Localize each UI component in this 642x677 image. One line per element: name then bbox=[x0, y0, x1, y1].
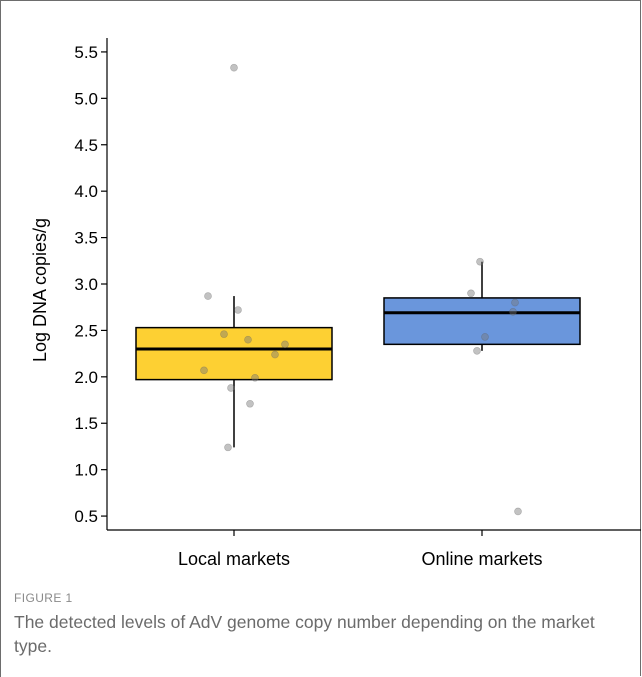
data-point bbox=[244, 335, 252, 344]
box bbox=[135, 326, 333, 381]
data-point bbox=[481, 333, 489, 341]
box-plot: 0.5 1.0 1.5 2.0 2.5 3.0 3.5 4.0 4.5 5.0 5.5 Local m… bbox=[30, 38, 641, 569]
x-tick-label: Online markets bbox=[421, 549, 542, 569]
boxes bbox=[135, 261, 581, 448]
data-point bbox=[224, 443, 232, 452]
y-tick-label: 2.0 bbox=[74, 368, 98, 387]
data-point bbox=[220, 330, 228, 338]
y-tick-label: 4.5 bbox=[74, 136, 98, 155]
box bbox=[383, 297, 581, 346]
y-tick-label: 1.0 bbox=[74, 461, 98, 480]
data-point bbox=[246, 399, 254, 408]
data-point bbox=[281, 340, 289, 349]
x-tick-label: Local markets bbox=[178, 549, 290, 569]
figure-caption: The detected levels of AdV genome copy n… bbox=[14, 612, 595, 656]
figure-left-rule bbox=[0, 0, 1, 677]
y-tick-label: 5.5 bbox=[74, 43, 98, 62]
figure-label: FIGURE 1 bbox=[14, 591, 73, 605]
y-tick-label: 3.5 bbox=[74, 229, 98, 248]
data-point bbox=[467, 289, 475, 298]
data-point bbox=[227, 384, 235, 392]
data-points bbox=[200, 63, 522, 516]
data-point bbox=[251, 373, 259, 382]
data-point bbox=[204, 292, 212, 300]
data-point bbox=[514, 507, 522, 516]
data-point bbox=[473, 347, 481, 355]
y-tick-label: 0.5 bbox=[74, 507, 98, 526]
y-tick-label: 4.0 bbox=[74, 182, 98, 201]
y-tick-label: 2.5 bbox=[74, 321, 98, 340]
data-point bbox=[476, 257, 484, 266]
y-tick-label: 1.5 bbox=[74, 414, 98, 433]
data-point bbox=[234, 306, 242, 314]
y-tick-label: 5.0 bbox=[74, 89, 98, 108]
y-axis-label: Log DNA copies/g bbox=[30, 218, 50, 362]
y-tick-label: 3.0 bbox=[74, 275, 98, 294]
data-point bbox=[509, 308, 517, 316]
axes: 0.5 1.0 1.5 2.0 2.5 3.0 3.5 4.0 4.5 5.0 5.5 Local m… bbox=[74, 38, 641, 569]
data-point bbox=[200, 366, 208, 375]
data-point bbox=[511, 298, 519, 307]
data-point bbox=[230, 63, 238, 72]
data-point bbox=[271, 350, 279, 359]
